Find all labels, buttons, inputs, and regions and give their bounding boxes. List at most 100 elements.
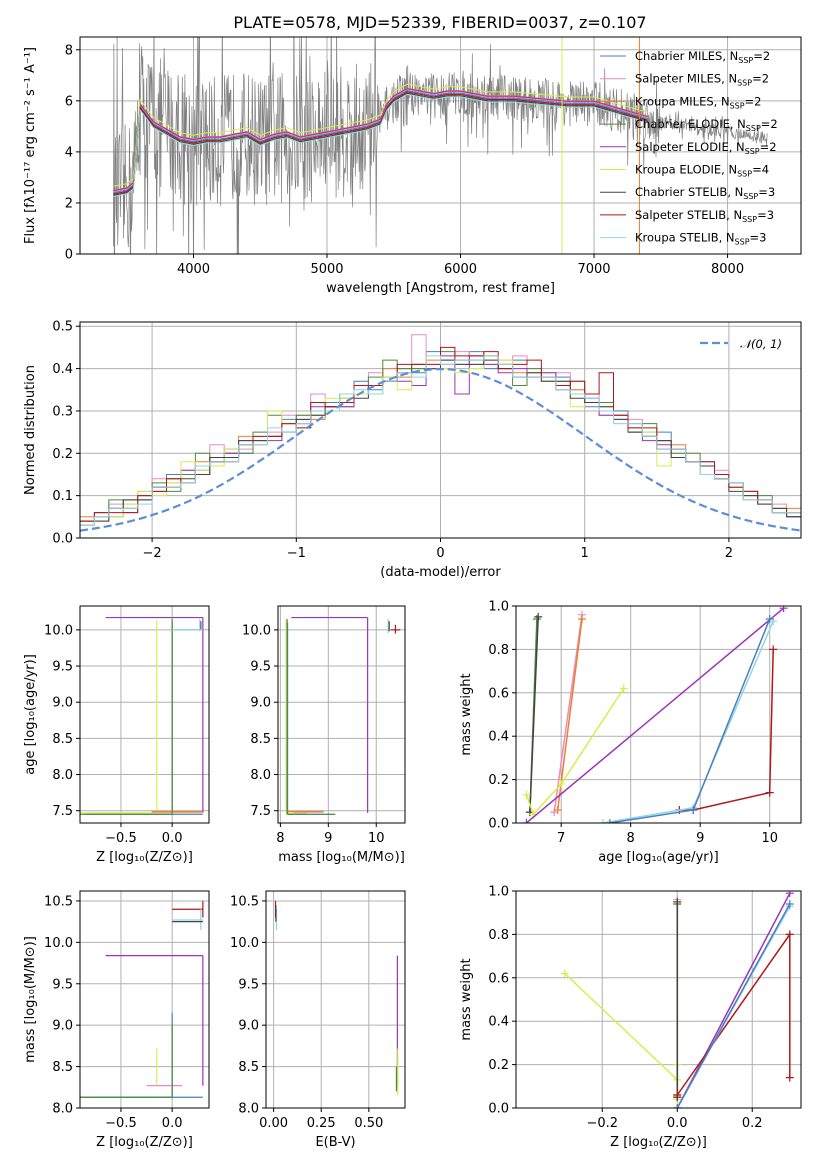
point-marker <box>673 1090 682 1099</box>
grid <box>278 606 405 823</box>
y-axis-label: mass [log₁₀(M/M⊙)] <box>23 936 38 1063</box>
x-tick-label: 8 <box>627 831 635 846</box>
x-tick-label: −0.5 <box>105 1116 137 1131</box>
y-tick-label: 10.0 <box>44 623 73 638</box>
y-tick-label: 2 <box>65 196 73 211</box>
y-tick-label: 9.0 <box>250 696 271 711</box>
chart-residuals: −2 −1 0 1 2 0.0 0.1 0.2 0.3 0.4 0.5 (data-model)/er… <box>23 320 802 580</box>
chart-mass-weight-vs-age: 7 8 9 10 0.0 0.2 0.4 0.6 0.8 1.0 age [log₁₀(age/yr… <box>459 600 802 865</box>
point-marker <box>578 615 587 624</box>
y-tick-label: 9.5 <box>250 660 271 675</box>
y-tick-label: 6 <box>65 94 73 109</box>
x-axis-label: wavelength [Angstrom, rest frame] <box>326 281 555 296</box>
y-tick-label: 0.4 <box>488 1015 509 1030</box>
model-kroupa-stelib <box>113 93 648 198</box>
chart-age-vs-Z: −0.5 0.0 7.5 8.0 8.5 9.0 9.5 10.0 Z [log₁₀(Z/Z⊙)… <box>23 605 210 865</box>
x-tick-label: 6000 <box>444 262 477 277</box>
x-tick-label: 0.00 <box>259 1116 288 1131</box>
chart-mass-vs-EBV: 0.00 0.25 0.50 8.0 8.5 9.0 9.5 10.0 10.5 E(B-V) <box>230 890 406 1150</box>
point-marker <box>785 930 794 939</box>
x-axis-label: (data-model)/error <box>380 565 501 580</box>
x-axis-label: mass [log₁₀(M/M⊙)] <box>278 850 405 865</box>
x-tick-label: 5000 <box>310 262 343 277</box>
x-tick-label: 4000 <box>177 262 210 277</box>
point-marker <box>522 790 531 799</box>
line-salpeter-miles <box>553 614 583 813</box>
legend: 𝒩(0, 1) <box>700 337 782 351</box>
point-marker <box>689 805 698 814</box>
legend-entry: Chabrier ELODIE, NSSP=2 <box>635 117 778 133</box>
model-salpeter-elodie <box>113 88 648 192</box>
model-kroupa-elodie <box>113 83 648 187</box>
y-tick-label: 0.2 <box>488 773 509 788</box>
legend-entry: Salpeter STELIB, NSSP=3 <box>635 208 774 224</box>
plot-area <box>274 900 399 1096</box>
x-tick-label: 10 <box>368 831 385 846</box>
line-salpeter-stelib <box>679 649 774 811</box>
legend-entry: Kroupa MILES, NSSP=2 <box>635 94 761 110</box>
x-tick-label: 0.0 <box>162 1116 183 1131</box>
point-marker <box>673 897 682 906</box>
y-axis-label: Normed distribution <box>23 365 38 495</box>
plot-area <box>80 616 204 815</box>
normal-curve <box>80 367 801 532</box>
plot-area <box>80 334 801 532</box>
y-axis-label: mass weight <box>459 673 474 755</box>
axes-frame <box>277 605 406 824</box>
axes-frame <box>515 605 802 824</box>
x-tick-label: −2 <box>143 546 162 561</box>
x-tick-label: 9 <box>696 831 704 846</box>
line-salpeter-elodie <box>525 607 785 823</box>
plot-area <box>522 606 788 823</box>
plot-area <box>285 616 401 815</box>
y-tick-label: 0.1 <box>52 489 73 504</box>
point-marker <box>534 612 543 621</box>
axes-frame <box>515 890 802 1109</box>
y-tick-label: 1.0 <box>488 885 509 900</box>
y-tick-label: 0.0 <box>488 1102 509 1117</box>
legend: Chabrier MILES, NSSP=2 Salpeter MILES, NS… <box>600 49 778 247</box>
axes-frame <box>79 36 802 255</box>
y-tick-label: 8.5 <box>52 1060 73 1075</box>
axes-frame <box>79 890 210 1109</box>
y-axis-label: Flux [fλ10⁻¹⁷ erg cm⁻² s⁻¹ A⁻¹] <box>23 47 38 244</box>
point-marker <box>522 819 531 823</box>
line-salpeter-elodie <box>676 892 791 1108</box>
y-tick-label: 10.5 <box>230 894 259 909</box>
y-tick-label: 0.0 <box>488 817 509 832</box>
y-axis-label: mass weight <box>459 958 474 1040</box>
axes-frame <box>265 890 406 1109</box>
plot-area <box>560 891 794 1108</box>
line-kroupa-elodie <box>525 688 625 816</box>
point-marker <box>673 1104 682 1108</box>
y-tick-label: 9.5 <box>52 977 73 992</box>
x-tick-label: 8 <box>276 831 284 846</box>
axes-frame <box>79 605 210 824</box>
x-tick-label: −1 <box>287 546 306 561</box>
point-marker <box>605 819 614 823</box>
x-tick-label: 10 <box>761 831 778 846</box>
axes-frame <box>79 321 802 539</box>
y-tick-label: 0.2 <box>52 447 73 462</box>
point-marker <box>557 779 566 788</box>
y-axis-label: age [log₁₀(age/yr)] <box>23 654 38 775</box>
x-tick-label: 0.25 <box>307 1116 336 1131</box>
legend-entry: 𝒩(0, 1) <box>740 337 782 351</box>
y-tick-label: 9.0 <box>238 1019 259 1034</box>
line-chabrier-miles <box>676 903 791 1108</box>
point-marker <box>769 645 778 654</box>
x-tick-label: 8000 <box>711 262 744 277</box>
x-tick-label: −0.5 <box>105 831 137 846</box>
y-tick-label: 1.0 <box>488 600 509 615</box>
y-tick-label: 8.5 <box>238 1060 259 1075</box>
y-tick-label: 10.0 <box>242 623 271 638</box>
point-marker <box>765 615 774 624</box>
y-tick-label: 0.8 <box>488 928 509 943</box>
legend-entry: Chabrier STELIB, NSSP=3 <box>635 185 775 201</box>
y-tick-label: 7.5 <box>52 804 73 819</box>
chart-mass-weight-vs-Z: −0.2 0.0 0.2 0.0 0.2 0.4 0.6 0.8 1.0 Z [log₁₀(Z/Z… <box>459 885 802 1150</box>
x-axis-label: Z [log₁₀(Z/Z⊙)] <box>96 1135 193 1150</box>
line-kroupa-miles <box>556 618 583 811</box>
